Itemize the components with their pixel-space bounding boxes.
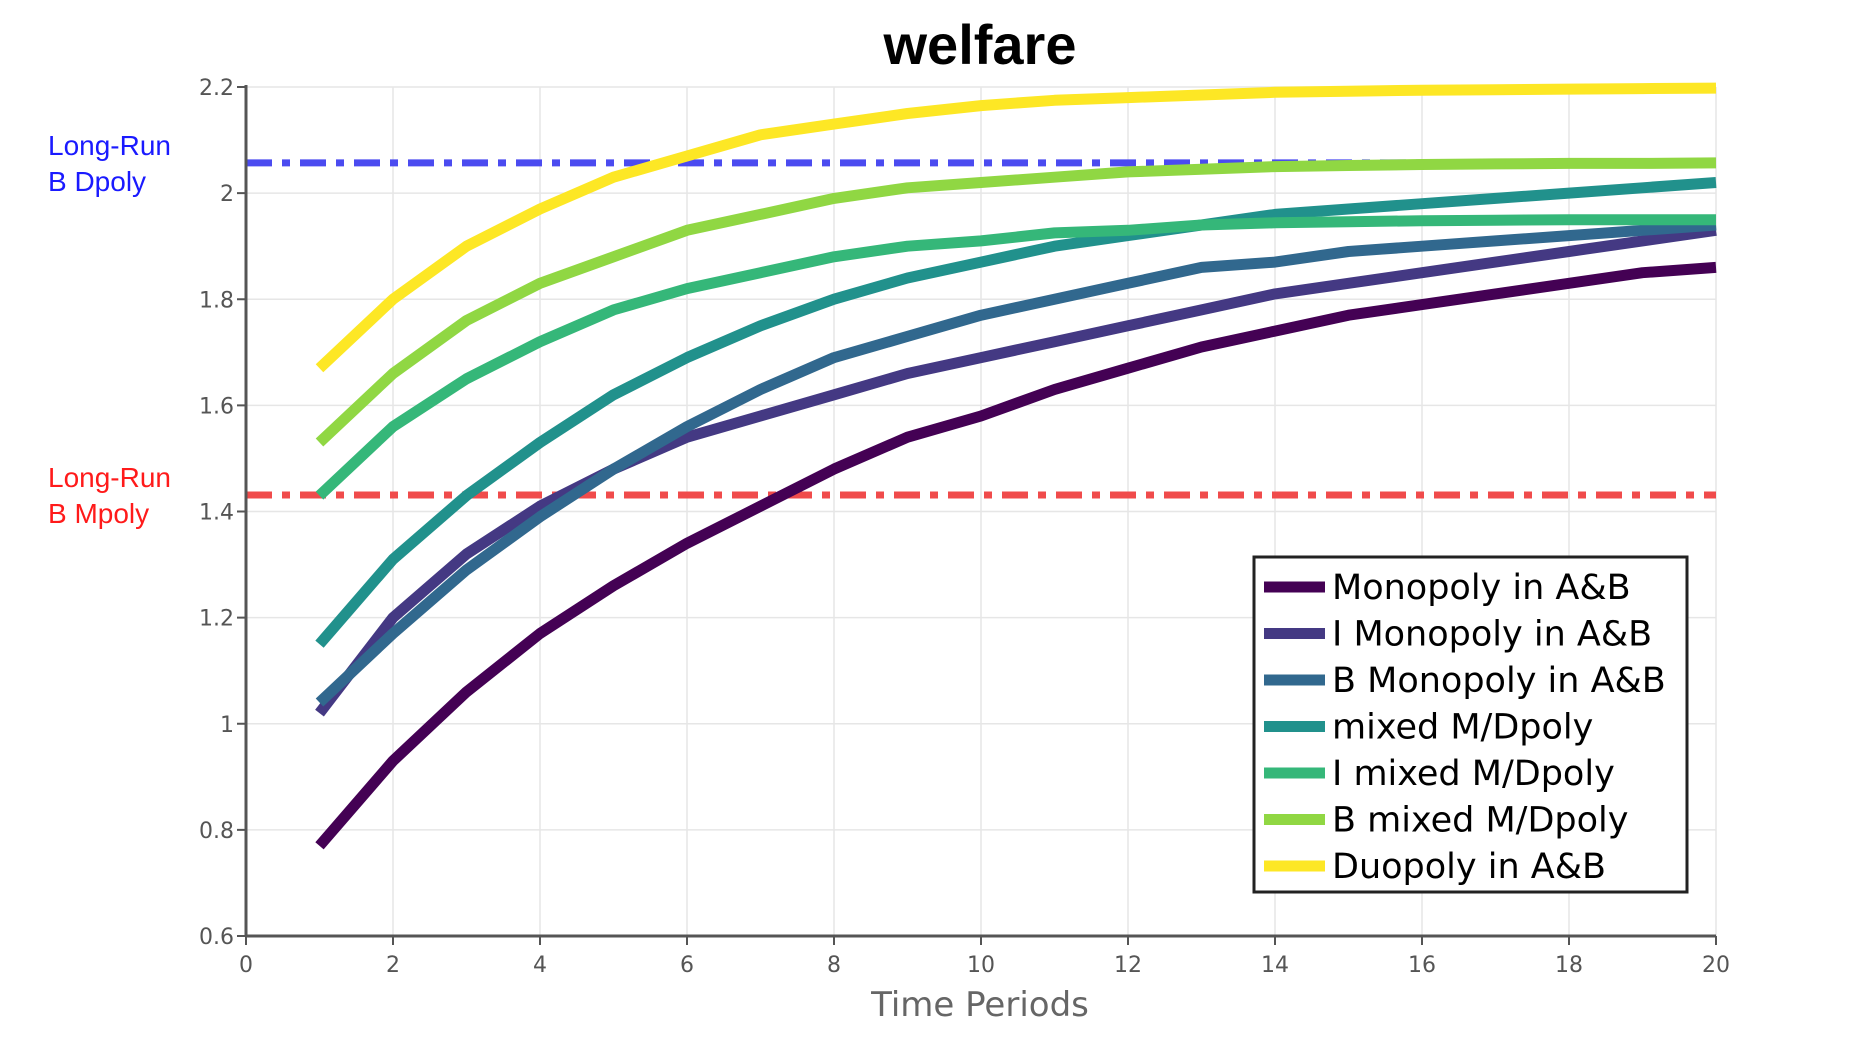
legend-box: [1252, 555, 1689, 894]
chart-title: welfare: [883, 13, 1077, 76]
y-tick-label: 1.2: [199, 607, 234, 632]
x-tick-label: 16: [1408, 953, 1436, 978]
x-axis-label: Time Periods: [870, 985, 1089, 1025]
y-tick-label: 0.8: [199, 819, 234, 844]
x-tick-label: 2: [386, 953, 400, 978]
x-tick-label: 4: [533, 953, 547, 978]
legend-label: Monopoly in A&B: [1332, 568, 1631, 608]
legend-label: Duopoly in A&B: [1332, 847, 1606, 887]
y-tick-label: 1.8: [199, 288, 234, 313]
x-tick-label: 18: [1555, 953, 1583, 978]
y-tick-label: 1.4: [199, 501, 234, 526]
series-line: [315, 224, 1717, 717]
x-tick-label: 6: [680, 953, 694, 978]
legend-label: I Monopoly in A&B: [1332, 615, 1652, 655]
legend-label: B Monopoly in A&B: [1332, 661, 1666, 701]
axes: [237, 85, 1717, 945]
legend-label: B mixed M/Dpoly: [1332, 801, 1628, 841]
reference-label: Long-Run: [48, 130, 171, 161]
y-tick-label: 2: [220, 182, 234, 207]
y-tick-label: 1.6: [199, 394, 234, 419]
y-tick-label: 1: [220, 713, 234, 738]
series-line: [315, 219, 1717, 707]
y-tick-label: 2.2: [199, 76, 234, 101]
series-line: [315, 82, 1717, 373]
reference-label: B Dpoly: [48, 166, 146, 197]
tick-labels: 0 2 4 6 8 10 12 14 16 18 20 0.6 0.8 1 1.2 1.4 1.6 1.8 2 2.2: [199, 76, 1730, 978]
series-line: [315, 157, 1717, 447]
legend-label: mixed M/Dpoly: [1332, 708, 1593, 748]
series-line: [315, 214, 1716, 500]
series-line: [315, 177, 1717, 648]
x-tick-label: 0: [239, 953, 253, 978]
x-tick-label: 12: [1114, 953, 1142, 978]
x-tick-label: 10: [967, 953, 995, 978]
x-tick-label: 20: [1702, 953, 1730, 978]
x-tick-label: 8: [827, 953, 841, 978]
x-tick-label: 14: [1261, 953, 1289, 978]
reference-label: B Mpoly: [48, 498, 149, 529]
series-line: [315, 261, 1717, 850]
legend-label: I mixed M/Dpoly: [1332, 754, 1615, 794]
y-tick-label: 0.6: [199, 925, 234, 950]
series-lines: [315, 82, 1717, 850]
legend: Monopoly in A&B I Monopoly in A&B B Monopo…: [1252, 555, 1689, 894]
reference-label: Long-Run: [48, 462, 171, 493]
